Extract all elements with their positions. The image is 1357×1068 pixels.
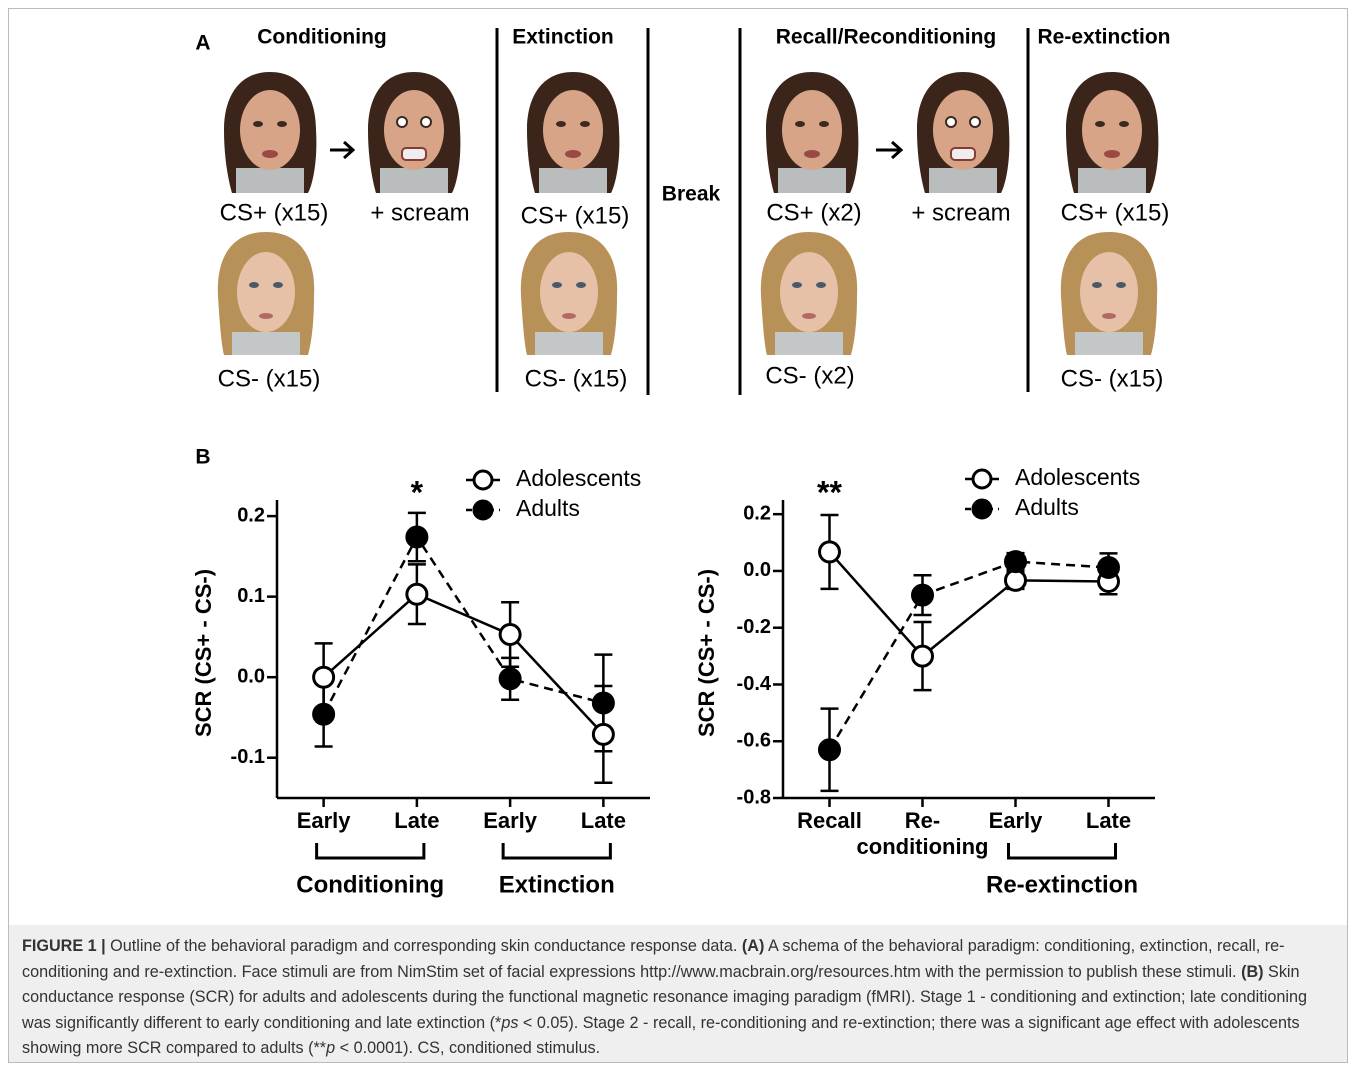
group-label: Extinction bbox=[499, 871, 615, 898]
caption-text: FIGURE 1 | bbox=[22, 937, 106, 955]
y-tick-label: -0.2 bbox=[737, 616, 771, 638]
data-point bbox=[911, 644, 934, 668]
stimulus-label: CS- (x15) bbox=[218, 365, 321, 392]
figure: A Conditioning Extinction Recall/Recondi… bbox=[191, 26, 1171, 899]
series-line bbox=[322, 534, 604, 715]
series-line bbox=[828, 551, 1109, 658]
group-bracket bbox=[315, 843, 426, 860]
figure-frame bbox=[8, 8, 1348, 1063]
data-point bbox=[911, 583, 934, 607]
legend-label: Adults bbox=[516, 495, 580, 521]
x-tick-label: Late bbox=[1086, 808, 1131, 833]
x-tick-label: Early bbox=[989, 808, 1044, 833]
caption-text: ps bbox=[501, 1013, 519, 1032]
stage-header: Conditioning bbox=[257, 26, 386, 49]
series-line bbox=[322, 592, 605, 736]
data-point bbox=[1097, 556, 1120, 580]
data-point bbox=[312, 665, 336, 689]
x-tick-label: Late bbox=[581, 808, 626, 833]
x-tick-label: Early bbox=[297, 808, 352, 833]
y-axis-label: SCR (CS+ - CS-) bbox=[694, 569, 719, 737]
legend-marker bbox=[472, 499, 494, 521]
y-tick-label: 0.1 bbox=[237, 585, 265, 607]
stage-header: Recall/Reconditioning bbox=[776, 26, 997, 49]
stage-header: Extinction bbox=[512, 26, 614, 49]
group-label: Conditioning bbox=[296, 871, 444, 898]
data-point bbox=[312, 702, 336, 726]
legend-marker bbox=[472, 469, 494, 491]
legend-marker bbox=[971, 468, 993, 490]
data-point bbox=[591, 691, 615, 715]
stimulus-label: CS+ (x15) bbox=[521, 202, 630, 229]
y-tick-label: 0.0 bbox=[237, 665, 265, 687]
group-bracket bbox=[501, 843, 612, 860]
arrows bbox=[330, 140, 904, 160]
stimulus-label: + scream bbox=[911, 199, 1010, 226]
faces bbox=[217, 71, 1159, 355]
caption-text: (B) bbox=[1241, 962, 1264, 981]
data-point bbox=[405, 582, 429, 606]
data-point bbox=[591, 722, 615, 746]
legend-label: Adolescents bbox=[1015, 464, 1140, 490]
group-label: Re-extinction bbox=[986, 871, 1138, 898]
stimulus-label: CS- (x15) bbox=[1061, 365, 1164, 392]
data-point bbox=[498, 667, 522, 691]
y-tick-label: -0.1 bbox=[231, 746, 265, 768]
y-tick-label: -0.8 bbox=[737, 786, 771, 808]
break-label: Break bbox=[662, 183, 721, 206]
y-tick-label: -0.4 bbox=[737, 673, 772, 695]
stimulus-label: CS- (x15) bbox=[525, 365, 628, 392]
y-axis-label: SCR (CS+ - CS-) bbox=[191, 569, 216, 737]
data-point bbox=[498, 623, 522, 647]
caption-text: < 0.05). Stage 2 - recall, re-conditioni… bbox=[22, 1013, 1305, 1058]
legend-marker bbox=[971, 498, 993, 520]
stimulus-label: CS+ (x15) bbox=[220, 199, 329, 226]
caption-text: (A) bbox=[741, 937, 765, 955]
y-tick-label: 0.2 bbox=[743, 502, 771, 524]
caption-text: Skin conductance response (SCR) for adul… bbox=[22, 962, 1312, 1032]
x-tick-label: Recall bbox=[797, 808, 862, 833]
data-point bbox=[405, 525, 429, 549]
significance-marker: * bbox=[411, 474, 424, 510]
x-tick-label: Early bbox=[483, 808, 538, 833]
stimulus-label: CS+ (x15) bbox=[1061, 199, 1170, 226]
caption-text: < 0.0001). CS, conditioned stimulus. bbox=[335, 1039, 601, 1057]
y-tick-label: -0.6 bbox=[737, 730, 771, 752]
data-point bbox=[818, 738, 841, 762]
x-tick-label: Re-conditioning bbox=[857, 808, 989, 859]
data-point bbox=[1004, 550, 1027, 574]
y-tick-label: 0.2 bbox=[237, 504, 265, 526]
stage-dividers bbox=[495, 28, 1030, 395]
significance-marker: ** bbox=[817, 474, 842, 510]
stimulus-label: CS- (x2) bbox=[765, 362, 854, 389]
panel-label: B bbox=[195, 446, 210, 469]
caption: FIGURE 1 | Outline of the behavioral par… bbox=[9, 925, 1347, 1062]
legend-label: Adults bbox=[1015, 494, 1079, 520]
panel-label: A bbox=[195, 32, 210, 55]
legend-label: Adolescents bbox=[516, 465, 641, 491]
caption-text: Outline of the behavioral paradigm and c… bbox=[105, 937, 742, 955]
y-tick-label: 0.0 bbox=[743, 559, 771, 581]
series-line bbox=[828, 560, 1109, 751]
data-point bbox=[818, 540, 841, 564]
caption-text: A schema of the behavioral paradigm: con… bbox=[22, 937, 1285, 981]
x-tick-label: Late bbox=[394, 808, 439, 833]
group-bracket bbox=[1007, 843, 1117, 860]
data-point bbox=[1004, 568, 1027, 592]
caption-text: p bbox=[326, 1039, 336, 1057]
stage-header: Re-extinction bbox=[1037, 26, 1170, 49]
stimulus-label: + scream bbox=[370, 199, 469, 226]
stimulus-label: CS+ (x2) bbox=[766, 199, 861, 226]
